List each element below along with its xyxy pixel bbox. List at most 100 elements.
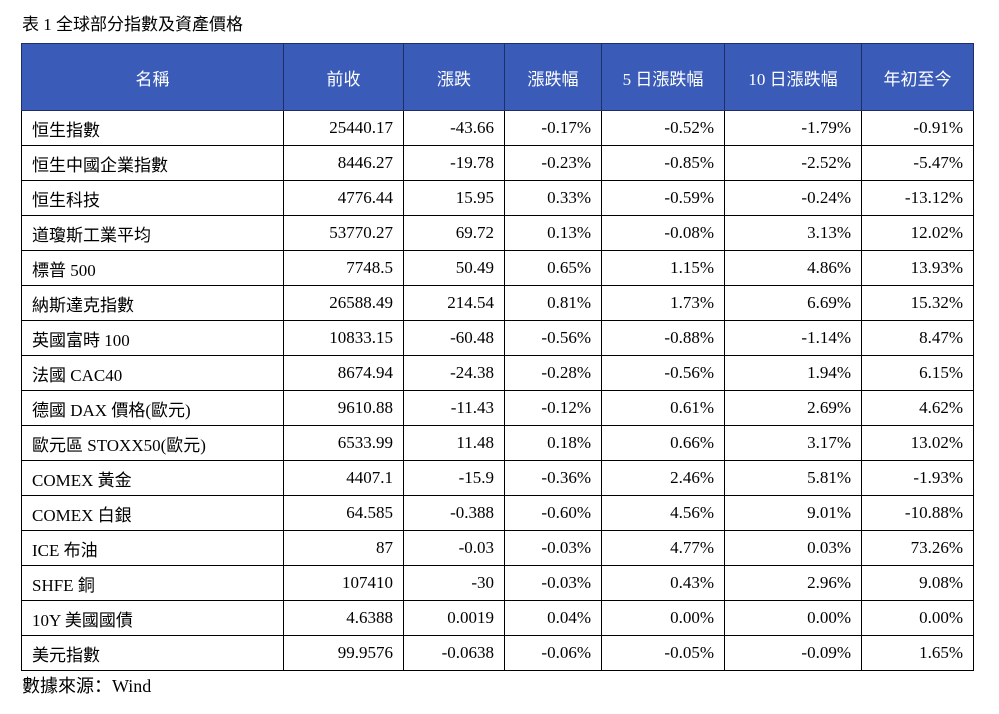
cell-change-pct: -0.06%	[504, 635, 602, 671]
table-caption: 表 1 全球部分指數及資產價格	[22, 15, 243, 34]
table-row: 美元指數 99.9576 -0.0638 -0.06% -0.05% -0.09% 1.65…	[21, 635, 974, 671]
cell-name: ICE 布油	[21, 530, 284, 566]
table-row: 標普 500 7748.5 50.49 0.65% 1.15% 4.86% 13.93%	[21, 250, 974, 286]
cell-name: 法國 CAC40	[21, 355, 284, 391]
cell-10d-change: 6.69%	[724, 285, 862, 321]
cell-change-pct: -0.36%	[504, 460, 602, 496]
cell-5d-change: -0.59%	[601, 180, 725, 216]
cell-10d-change: 5.81%	[724, 460, 862, 496]
table-row: COMEX 白銀 64.585 -0.388 -0.60% 4.56% 9.01% -10.…	[21, 495, 974, 531]
cell-name: 納斯達克指數	[21, 285, 284, 321]
cell-ytd: 1.65%	[861, 635, 974, 671]
table-body: 恒生指數 25440.17 -43.66 -0.17% -0.52% -1.79% -0.9…	[21, 110, 974, 671]
cell-10d-change: 3.13%	[724, 215, 862, 251]
cell-10d-change: -2.52%	[724, 145, 862, 181]
cell-change-pct: -0.56%	[504, 320, 602, 356]
cell-5d-change: 1.15%	[601, 250, 725, 286]
cell-change-pct: 0.33%	[504, 180, 602, 216]
cell-10d-change: -0.24%	[724, 180, 862, 216]
table-row: 歐元區 STOXX50(歐元) 6533.99 11.48 0.18% 0.66% 3.1…	[21, 425, 974, 461]
cell-5d-change: -0.52%	[601, 110, 725, 146]
cell-ytd: 0.00%	[861, 600, 974, 636]
cell-5d-change: 0.00%	[601, 600, 725, 636]
cell-change: -0.388	[403, 495, 505, 531]
cell-prev-close: 64.585	[283, 495, 404, 531]
cell-change: 50.49	[403, 250, 505, 286]
cell-ytd: 6.15%	[861, 355, 974, 391]
cell-name: 標普 500	[21, 250, 284, 286]
cell-change: -60.48	[403, 320, 505, 356]
cell-change: -0.03	[403, 530, 505, 566]
cell-ytd: 4.62%	[861, 390, 974, 426]
cell-5d-change: 2.46%	[601, 460, 725, 496]
cell-10d-change: -0.09%	[724, 635, 862, 671]
table-row: COMEX 黃金 4407.1 -15.9 -0.36% 2.46% 5.81% -1.93…	[21, 460, 974, 496]
cell-prev-close: 107410	[283, 565, 404, 601]
cell-prev-close: 9610.88	[283, 390, 404, 426]
cell-5d-change: -0.08%	[601, 215, 725, 251]
table-row: 10Y 美國國債 4.6388 0.0019 0.04% 0.00% 0.00% 0.00%	[21, 600, 974, 636]
table-row: 恒生中國企業指數 8446.27 -19.78 -0.23% -0.85% -2.52% -…	[21, 145, 974, 181]
cell-prev-close: 53770.27	[283, 215, 404, 251]
cell-change: -43.66	[403, 110, 505, 146]
cell-change: -24.38	[403, 355, 505, 391]
cell-5d-change: 4.77%	[601, 530, 725, 566]
table-row: 英國富時 100 10833.15 -60.48 -0.56% -0.88% -1.14%…	[21, 320, 974, 356]
cell-change-pct: 0.81%	[504, 285, 602, 321]
cell-ytd: 15.32%	[861, 285, 974, 321]
cell-prev-close: 7748.5	[283, 250, 404, 286]
cell-10d-change: 4.86%	[724, 250, 862, 286]
index-price-table: 名稱 前收 漲跌 漲跌幅 5 日漲跌幅 10 日漲跌幅 年初至今 恒生指數 254…	[21, 43, 974, 671]
cell-ytd: -5.47%	[861, 145, 974, 181]
cell-10d-change: -1.14%	[724, 320, 862, 356]
cell-change-pct: 0.13%	[504, 215, 602, 251]
cell-name: SHFE 銅	[21, 565, 284, 601]
cell-ytd: 12.02%	[861, 215, 974, 251]
cell-change: 0.0019	[403, 600, 505, 636]
cell-change-pct: -0.23%	[504, 145, 602, 181]
cell-name: 德國 DAX 價格(歐元)	[21, 390, 284, 426]
cell-name: 美元指數	[21, 635, 284, 671]
cell-5d-change: 0.43%	[601, 565, 725, 601]
cell-ytd: -1.93%	[861, 460, 974, 496]
cell-10d-change: -1.79%	[724, 110, 862, 146]
header-ytd: 年初至今	[861, 43, 974, 111]
cell-change: -30	[403, 565, 505, 601]
cell-change-pct: -0.60%	[504, 495, 602, 531]
cell-10d-change: 2.69%	[724, 390, 862, 426]
cell-5d-change: -0.88%	[601, 320, 725, 356]
header-row: 名稱 前收 漲跌 漲跌幅 5 日漲跌幅 10 日漲跌幅 年初至今	[21, 43, 974, 111]
cell-name: 歐元區 STOXX50(歐元)	[21, 425, 284, 461]
cell-change-pct: -0.28%	[504, 355, 602, 391]
table-row: 法國 CAC40 8674.94 -24.38 -0.28% -0.56% 1.94% 6.…	[21, 355, 974, 391]
cell-change-pct: -0.03%	[504, 565, 602, 601]
header-change: 漲跌	[403, 43, 505, 111]
data-source-note: 數據來源：Wind	[22, 676, 152, 696]
cell-change: -0.0638	[403, 635, 505, 671]
table-row: 納斯達克指數 26588.49 214.54 0.81% 1.73% 6.69% 15.32…	[21, 285, 974, 321]
cell-prev-close: 99.9576	[283, 635, 404, 671]
cell-prev-close: 26588.49	[283, 285, 404, 321]
cell-name: COMEX 黃金	[21, 460, 284, 496]
cell-5d-change: -0.56%	[601, 355, 725, 391]
cell-name: 恒生中國企業指數	[21, 145, 284, 181]
cell-10d-change: 1.94%	[724, 355, 862, 391]
cell-ytd: -0.91%	[861, 110, 974, 146]
cell-prev-close: 6533.99	[283, 425, 404, 461]
cell-name: 恒生科技	[21, 180, 284, 216]
table-row: SHFE 銅 107410 -30 -0.03% 0.43% 2.96% 9.08%	[21, 565, 974, 601]
cell-prev-close: 8446.27	[283, 145, 404, 181]
cell-prev-close: 4776.44	[283, 180, 404, 216]
cell-prev-close: 8674.94	[283, 355, 404, 391]
header-change-pct: 漲跌幅	[504, 43, 602, 111]
cell-name: 10Y 美國國債	[21, 600, 284, 636]
cell-ytd: 9.08%	[861, 565, 974, 601]
cell-5d-change: 1.73%	[601, 285, 725, 321]
cell-ytd: -10.88%	[861, 495, 974, 531]
cell-10d-change: 0.00%	[724, 600, 862, 636]
cell-10d-change: 2.96%	[724, 565, 862, 601]
cell-name: COMEX 白銀	[21, 495, 284, 531]
table-header: 名稱 前收 漲跌 漲跌幅 5 日漲跌幅 10 日漲跌幅 年初至今	[21, 43, 974, 111]
cell-change-pct: -0.17%	[504, 110, 602, 146]
cell-prev-close: 87	[283, 530, 404, 566]
